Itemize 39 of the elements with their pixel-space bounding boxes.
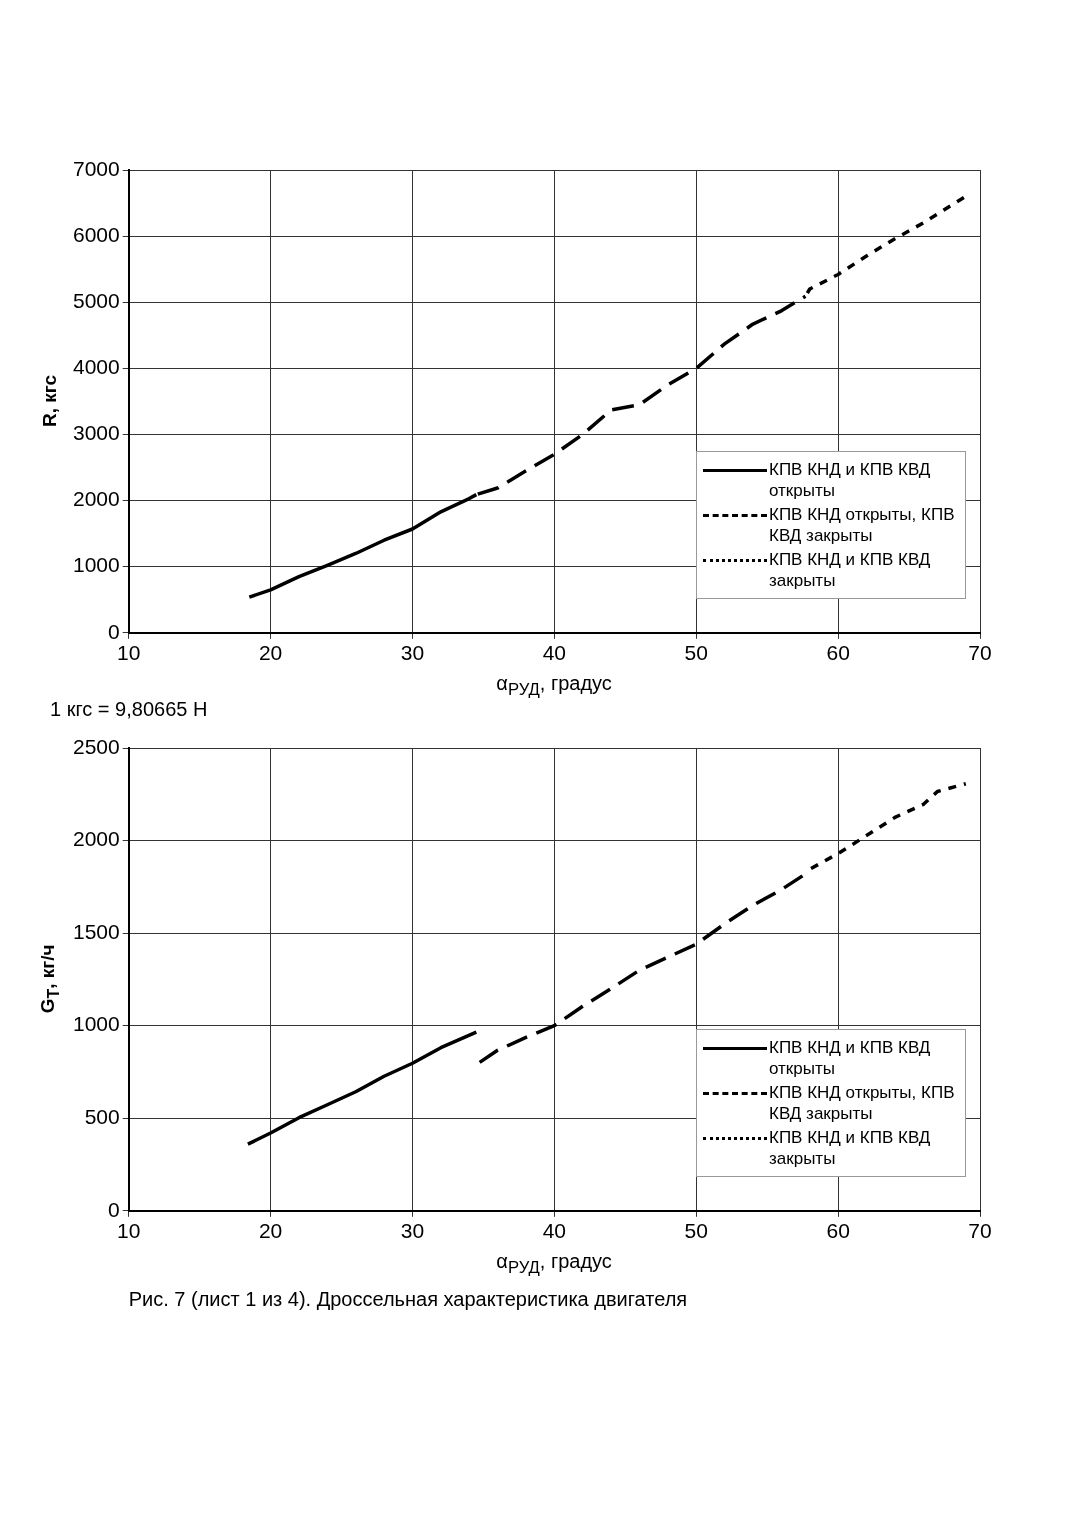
- y-tick-label: 4000: [73, 355, 120, 379]
- y-tick-label: 2000: [73, 827, 120, 851]
- x-tick-label: 40: [542, 641, 567, 665]
- y-tick-label: 1000: [73, 553, 120, 577]
- y-tick-label: 2000: [73, 487, 120, 511]
- y-axis-title: R, кгс: [39, 375, 61, 428]
- legend-label: КПВ КНД и КПВ КВД открыты: [769, 458, 932, 501]
- legend-label: КПВ КНД и КПВ КВД открыты: [769, 1036, 932, 1079]
- y-tick-label: 3000: [73, 421, 120, 445]
- x-tick-label: 70: [968, 1219, 992, 1243]
- x-tick-label: 20: [258, 641, 283, 665]
- x-tick-label: 50: [684, 1219, 708, 1243]
- x-tick-label: 70: [968, 641, 992, 665]
- x-tick-label: 50: [684, 641, 708, 665]
- x-tick-label: 60: [826, 1219, 850, 1243]
- x-tick-label: 60: [826, 641, 850, 665]
- y-tick-label: 0: [108, 1197, 120, 1221]
- text: 1 кгс = 9,80665 Н: [50, 698, 208, 721]
- legend-label: КПВ КНД открыты, КПВ КВД закрыты: [769, 503, 956, 546]
- y-tick-label: 0: [108, 619, 120, 643]
- x-axis-title: α$_{РУД}$, градус: [496, 672, 612, 700]
- y-tick-label: 1500: [73, 919, 120, 943]
- y-tick-label: 5000: [73, 289, 120, 313]
- legend-label: КПВ КНД и КПВ КВД закрыты: [769, 1126, 932, 1169]
- x-tick-label: 40: [542, 1219, 567, 1243]
- x-tick-label: 20: [258, 1219, 283, 1243]
- y-tick-label: 500: [84, 1105, 120, 1129]
- x-axis-title: α$_{РУД}$, градус: [496, 1250, 612, 1278]
- y-tick-label: 7000: [73, 156, 120, 180]
- y-tick-label: 2500: [73, 734, 120, 758]
- x-tick-label: 10: [117, 641, 141, 665]
- text: Рис. 7 (лист 1 из 4). Дроссельная характеристика двигателя: [128, 1288, 688, 1311]
- legend-label: КПВ КНД открыты, КПВ КВД закрыты: [769, 1081, 956, 1124]
- x-tick-label: 10: [117, 1219, 141, 1243]
- x-tick-label: 30: [400, 1219, 425, 1243]
- y-tick-label: 6000: [73, 222, 120, 246]
- y-tick-label: 1000: [73, 1012, 120, 1036]
- x-tick-label: 30: [400, 641, 425, 665]
- legend-label: КПВ КНД и КПВ КВД закрыты: [769, 548, 932, 591]
